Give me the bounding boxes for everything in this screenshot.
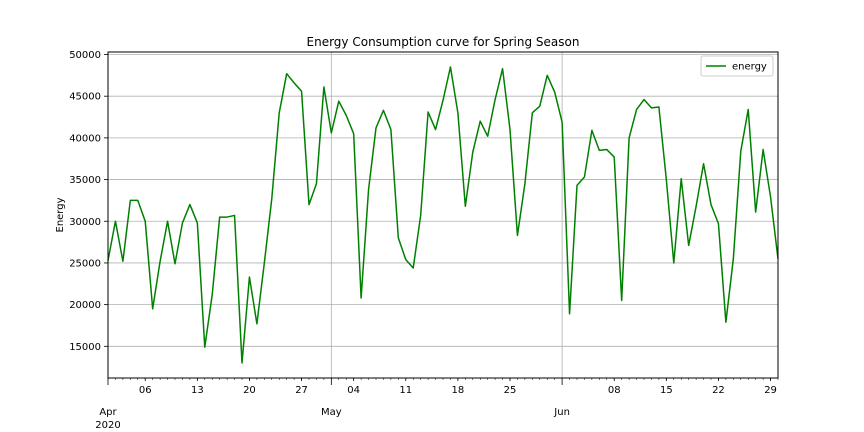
x-major-tick-label: Jun bbox=[553, 407, 570, 418]
series-line-energy bbox=[107, 66, 779, 364]
x-minor-tick-label: 29 bbox=[764, 385, 777, 396]
y-tick-label: 30000 bbox=[69, 217, 101, 228]
x-minor-tick-label: 27 bbox=[295, 385, 308, 396]
y-axis-label: Energy bbox=[55, 197, 66, 232]
x-minor-tick-label: 06 bbox=[139, 385, 152, 396]
y-tick-label: 35000 bbox=[69, 175, 101, 186]
x-minor-tick-label: 15 bbox=[660, 385, 673, 396]
y-tick-label: 15000 bbox=[69, 342, 101, 353]
legend: energy bbox=[700, 55, 774, 77]
x-minor-tick-label: 08 bbox=[608, 385, 621, 396]
x-minor-tick-label: 22 bbox=[712, 385, 725, 396]
legend-box bbox=[700, 55, 774, 77]
y-tick-label: 25000 bbox=[69, 258, 101, 269]
series-layer bbox=[107, 66, 779, 364]
x-major-tick-label: Apr bbox=[99, 407, 117, 418]
x-major-tick-sublabel: 2020 bbox=[95, 420, 120, 431]
x-minor-tick-label: 04 bbox=[347, 385, 360, 396]
x-minor-tick-label: 18 bbox=[452, 385, 465, 396]
y-tick-label: 45000 bbox=[69, 92, 101, 103]
y-tick-label: 40000 bbox=[69, 133, 101, 144]
y-tick-label: 50000 bbox=[69, 50, 101, 61]
x-major-tick-label: May bbox=[321, 407, 342, 418]
y-axis-ticks: 15000 20000 25000 30000 35000 40000 45000 50000 bbox=[69, 50, 108, 353]
x-minor-tick-label: 20 bbox=[243, 385, 256, 396]
grid-layer bbox=[108, 52, 778, 378]
y-tick-label: 20000 bbox=[69, 300, 101, 311]
chart-title: Energy Consumption curve for Spring Seas… bbox=[307, 35, 580, 49]
x-axis-ticks: 06 13 20 27 04 11 18 25 08 15 22 29 Apr 2020 May Jun bbox=[95, 378, 779, 431]
x-minor-tick-label: 25 bbox=[504, 385, 517, 396]
x-minor-tick-label: 11 bbox=[399, 385, 412, 396]
legend-label-energy: energy bbox=[732, 62, 767, 73]
x-minor-tick-label: 13 bbox=[191, 385, 204, 396]
